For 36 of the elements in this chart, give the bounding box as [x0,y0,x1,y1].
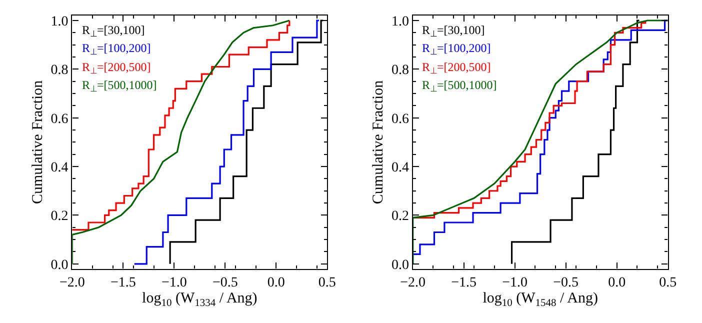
x-axis-title: log$_{10}$ (W$_{1334}$ / Ang) [142,290,258,309]
x-tick-label: −0.5 [212,276,238,291]
y-tick-label: 0.6 [391,112,409,127]
x-tick-label: 0.5 [318,276,336,291]
y-axis-title: Cumulative Fraction [30,80,46,204]
y-tick-label: 1.0 [391,14,409,30]
legend-label: R$_{⊥}$=[30,100] [82,23,145,39]
x-tick-label: −2.0 [59,276,85,291]
x-tick-label: −1.5 [110,276,136,291]
text: R$_{⊥}$=[500,1000] [422,78,497,94]
y-tick-label: 0.2 [50,209,68,224]
y-tick-label: 0.8 [50,63,68,78]
y-tick-label: 0.4 [391,160,409,176]
x-tick-label: −1.0 [502,276,528,291]
text: R$_{⊥}$=[200,500] [422,60,491,76]
x-tick-label: −1.5 [451,276,477,291]
y-tick-label: 0.0 [50,258,68,273]
x-tick-label: 0.5 [659,276,677,291]
x-tick-label: 0.0 [608,276,626,291]
y-tick-label: 0.4 [50,160,68,176]
y-tick-label: 0.2 [391,209,409,224]
y-tick-label: 1.0 [50,14,68,30]
y-tick-label: 0.6 [50,112,68,127]
y-tick-label: 0.0 [391,258,409,273]
x-tick-label: −0.5 [553,276,579,291]
x-tick-label: −2.0 [400,276,426,291]
x-tick-label: −1.0 [161,276,187,291]
text: R$_{⊥}$=[500,1000] [82,78,157,94]
legend-label: R$_{⊥}$=[30,100] [422,23,485,39]
x-tick-label: 0.0 [267,276,285,291]
text: R$_{⊥}$=[100,200] [422,41,491,57]
text: R$_{⊥}$=[100,200] [82,41,151,57]
y-axis-title: Cumulative Fraction [370,80,387,204]
y-tick-label: 0.8 [391,63,409,78]
text: R$_{⊥}$=[200,500] [82,60,151,76]
x-axis-title: log$_{10}$ (W$_{1548}$ / Ang) [482,290,598,309]
